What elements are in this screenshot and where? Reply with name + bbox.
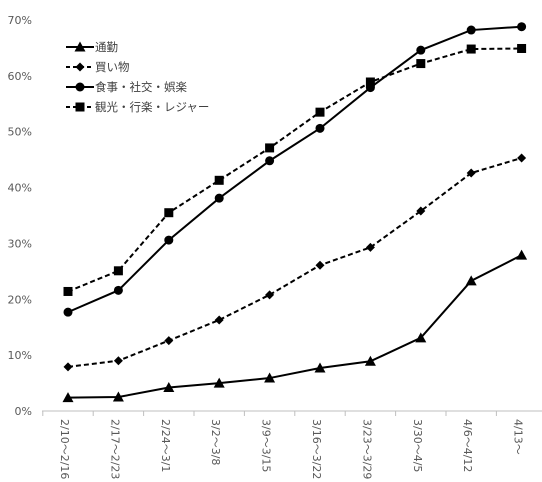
y-axis-tick-labels: 0% 10% 20% 30% 40% 50% 60% 70% <box>8 14 32 418</box>
square-marker <box>265 143 275 153</box>
x-tick-label: 2/10～2/16 <box>58 419 71 479</box>
series-4 <box>63 43 527 296</box>
circle-marker <box>315 123 325 133</box>
legend-label: 買い物 <box>95 60 130 74</box>
x-tick-label: 3/23～3/29 <box>360 419 373 479</box>
legend-triangle-marker <box>74 41 86 52</box>
circle-marker <box>517 22 527 32</box>
circle-marker <box>265 156 275 166</box>
triangle-marker <box>112 391 124 402</box>
y-tick-label: 0% <box>15 405 32 418</box>
diamond-marker <box>265 290 275 300</box>
legend-label: 食事・社交・娯楽 <box>95 80 187 94</box>
x-tick-label: 4/6～4/12 <box>461 419 474 472</box>
square-marker <box>214 175 224 185</box>
x-tick-label: 3/9～3/15 <box>260 419 273 472</box>
triangle-marker <box>213 377 225 388</box>
triangle-marker <box>264 372 276 383</box>
square-marker <box>164 208 174 218</box>
series-line <box>67 157 522 368</box>
diamond-marker <box>214 315 224 325</box>
circle-marker <box>416 45 426 55</box>
series-2 <box>63 153 527 372</box>
diamond-marker <box>113 356 123 366</box>
diamond-marker <box>517 153 527 163</box>
series-line <box>67 254 523 399</box>
legend-label: 観光・行楽・レジャー <box>95 100 209 114</box>
triangle-marker <box>364 355 376 366</box>
diamond-marker <box>416 206 426 216</box>
square-marker <box>466 44 476 54</box>
legend-item: 通勤 <box>66 40 118 54</box>
square-marker <box>113 266 123 276</box>
circle-marker <box>113 285 123 295</box>
series-3 <box>63 22 527 317</box>
triangle-marker <box>465 275 477 286</box>
legend-circle-marker <box>75 82 85 92</box>
legend-diamond-marker <box>75 62 85 72</box>
y-tick-label: 30% <box>8 237 32 250</box>
square-marker <box>517 43 527 53</box>
series-line <box>67 25 522 314</box>
x-tick-label: 3/16～3/22 <box>310 419 323 479</box>
triangle-marker <box>314 362 326 373</box>
legend-label: 通勤 <box>95 40 118 54</box>
series-1 <box>62 249 528 403</box>
diamond-marker <box>466 168 476 178</box>
y-tick-label: 50% <box>8 126 32 139</box>
circle-marker <box>164 235 174 245</box>
circle-marker <box>214 193 224 203</box>
triangle-marker <box>163 382 175 393</box>
y-tick-label: 60% <box>8 70 32 83</box>
square-marker <box>365 77 375 87</box>
series-line <box>67 47 522 293</box>
triangle-marker <box>415 332 427 343</box>
series-layer <box>62 22 528 403</box>
square-marker <box>315 107 325 117</box>
triangle-marker <box>516 249 528 260</box>
triangle-marker <box>62 392 74 403</box>
legend-square-marker <box>75 102 85 112</box>
y-tick-label: 40% <box>8 182 32 195</box>
square-marker <box>63 286 73 296</box>
x-axis-ticks <box>42 411 497 416</box>
x-tick-label: 2/17～2/23 <box>108 419 121 479</box>
diamond-marker <box>315 260 325 270</box>
x-tick-label: 2/24～3/1 <box>159 419 172 472</box>
circle-marker <box>466 25 476 35</box>
x-tick-label: 3/2～3/8 <box>209 419 222 465</box>
x-tick-label: 3/30～4/5 <box>411 419 424 472</box>
y-tick-label: 70% <box>8 14 32 27</box>
legend-item: 買い物 <box>66 60 130 74</box>
diamond-marker <box>164 336 174 346</box>
legend-item: 食事・社交・娯楽 <box>66 80 187 94</box>
legend-item: 観光・行楽・レジャー <box>66 100 209 114</box>
y-tick-label: 10% <box>8 349 32 362</box>
square-marker <box>416 59 426 69</box>
diamond-marker <box>365 242 375 252</box>
circle-marker <box>63 307 73 317</box>
y-tick-label: 20% <box>8 293 32 306</box>
x-axis-tick-labels: 2/10～2/16 2/17～2/23 2/24～3/1 3/2～3/8 3/9～3/1… <box>58 419 525 479</box>
diamond-marker <box>63 362 73 372</box>
x-tick-label: 4/13～ <box>512 419 525 455</box>
